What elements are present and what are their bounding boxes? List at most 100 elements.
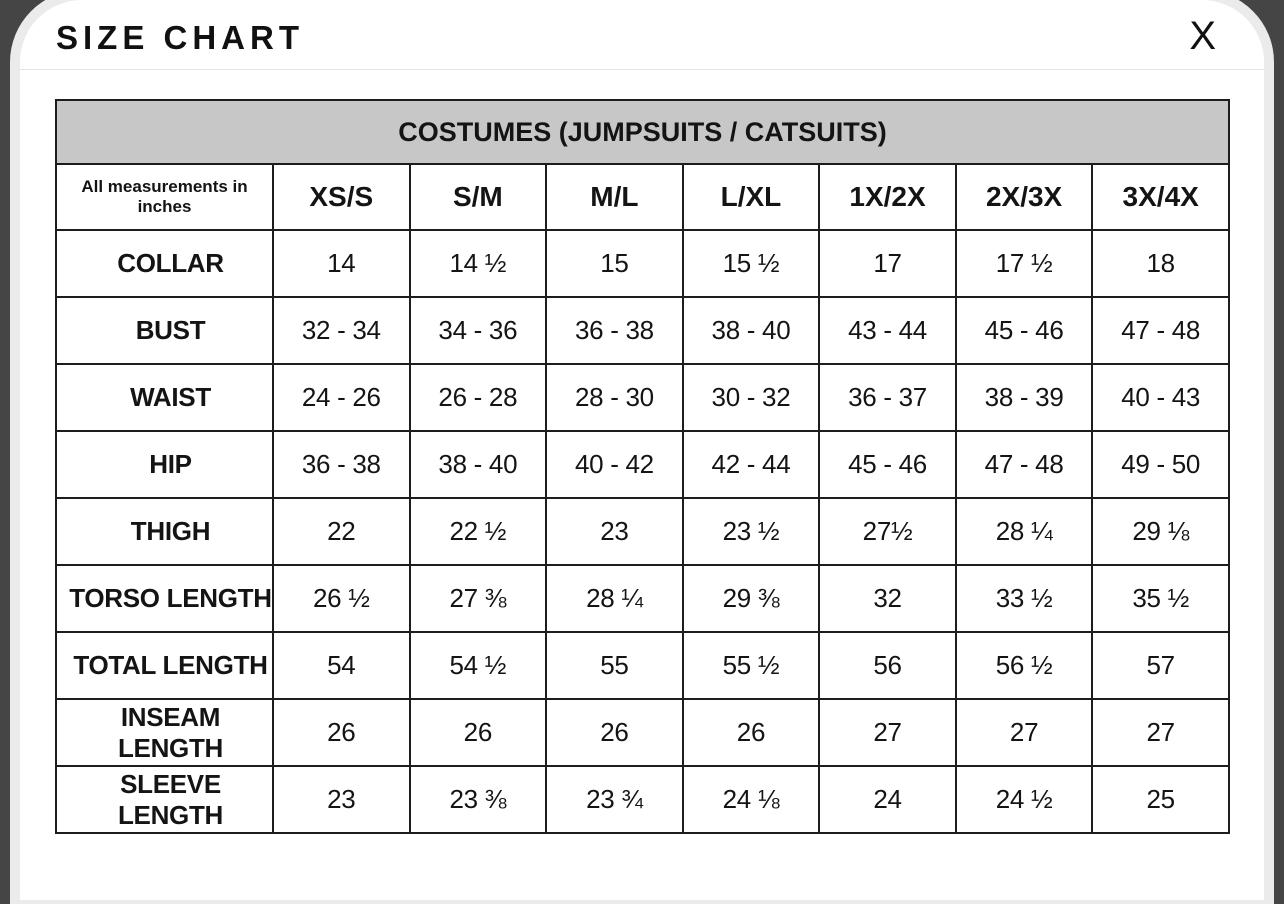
size-cell: 23 [545, 497, 684, 566]
size-chart-table: COSTUMES (JUMPSUITS / CATSUITS) All meas… [55, 99, 1230, 834]
size-cell: 28 - 30 [545, 363, 684, 432]
size-cell: 40 - 42 [545, 430, 684, 499]
size-header-row: All measurements in inches XS/S S/M M/L L/X… [55, 163, 1230, 231]
column-header-1x-2x: 1X/2X [818, 163, 957, 231]
measurements-note: All measurements in inches [55, 163, 274, 231]
size-cell: 55 [545, 631, 684, 700]
size-cell: 15 [545, 229, 684, 298]
size-cell: 47 - 48 [1091, 296, 1230, 365]
row-label-bust: BUST [55, 296, 274, 365]
size-cell: 38 - 40 [408, 430, 548, 499]
size-cell: 47 - 48 [954, 430, 1094, 499]
table-row: THIGH 22 22 ½ 23 23 ½ 27½ 28 ¼ 29 ⅛ [55, 497, 1230, 566]
size-cell: 28 ¼ [954, 497, 1094, 566]
size-cell: 27 [954, 698, 1094, 767]
size-cell: 23 ⅜ [408, 765, 548, 834]
size-cell: 27 [818, 698, 957, 767]
size-cell: 26 ½ [272, 564, 411, 633]
column-header-2x-3x: 2X/3X [954, 163, 1094, 231]
size-cell: 15 ½ [681, 229, 821, 298]
table-row: TORSO LENGTH 26 ½ 27 ⅜ 28 ¼ 29 ⅜ 32 33 ½ 35 ½ [55, 564, 1230, 633]
column-header-m-l: M/L [545, 163, 684, 231]
size-cell: 23 [272, 765, 411, 834]
table-row: BUST 32 - 34 34 - 36 36 - 38 38 - 40 43 - 44 4… [55, 296, 1230, 365]
size-chart-modal: SIZE CHART X COSTUMES (JUMPSUITS / CATSU… [20, 0, 1264, 900]
size-cell: 24 ½ [954, 765, 1094, 834]
close-icon: X [1189, 13, 1216, 58]
size-cell: 32 [818, 564, 957, 633]
size-cell: 26 [681, 698, 821, 767]
size-cell: 24 ⅛ [681, 765, 821, 834]
row-label-hip: HIP [55, 430, 274, 499]
size-cell: 55 ½ [681, 631, 821, 700]
table-body: COLLAR 14 14 ½ 15 15 ½ 17 17 ½ 18 BUST 32 - 34 34 … [55, 229, 1230, 834]
modal-header: SIZE CHART X [20, 0, 1264, 70]
page-title: SIZE CHART [56, 18, 304, 56]
size-cell: 34 - 36 [408, 296, 548, 365]
table-row: TOTAL LENGTH 54 54 ½ 55 55 ½ 56 56 ½ 57 [55, 631, 1230, 700]
table-row: WAIST 24 - 26 26 - 28 28 - 30 30 - 32 36 - 37… [55, 363, 1230, 432]
size-cell: 30 - 32 [681, 363, 821, 432]
size-cell: 56 ½ [954, 631, 1094, 700]
column-header-s-m: S/M [408, 163, 548, 231]
size-cell: 24 [818, 765, 957, 834]
size-cell: 36 - 38 [545, 296, 684, 365]
size-cell: 14 [272, 229, 411, 298]
table-row: INSEAM LENGTH 26 26 26 26 27 27 27 [55, 698, 1230, 767]
row-label-collar: COLLAR [55, 229, 274, 298]
size-cell: 29 ⅛ [1091, 497, 1230, 566]
size-cell: 43 - 44 [818, 296, 957, 365]
size-cell: 14 ½ [408, 229, 548, 298]
size-cell: 26 [545, 698, 684, 767]
row-label-waist: WAIST [55, 363, 274, 432]
banner-row: COSTUMES (JUMPSUITS / CATSUITS) [55, 99, 1230, 165]
size-cell: 32 - 34 [272, 296, 411, 365]
row-label-total-length: TOTAL LENGTH [55, 631, 274, 700]
size-cell: 27½ [818, 497, 957, 566]
size-cell: 24 - 26 [272, 363, 411, 432]
size-cell: 18 [1091, 229, 1230, 298]
table-row: HIP 36 - 38 38 - 40 40 - 42 42 - 44 45 - 46 47… [55, 430, 1230, 499]
size-cell: 17 ½ [954, 229, 1094, 298]
table-container: COSTUMES (JUMPSUITS / CATSUITS) All meas… [20, 70, 1264, 834]
size-cell: 36 - 37 [818, 363, 957, 432]
size-cell: 54 ½ [408, 631, 548, 700]
size-cell: 45 - 46 [954, 296, 1094, 365]
size-cell: 27 ⅜ [408, 564, 548, 633]
size-cell: 26 - 28 [408, 363, 548, 432]
table-row: COLLAR 14 14 ½ 15 15 ½ 17 17 ½ 18 [55, 229, 1230, 298]
row-label-sleeve-length: SLEEVE LENGTH [55, 765, 274, 834]
size-cell: 38 - 39 [954, 363, 1094, 432]
size-cell: 27 [1091, 698, 1230, 767]
size-cell: 23 ¾ [545, 765, 684, 834]
size-cell: 22 ½ [408, 497, 548, 566]
size-cell: 49 - 50 [1091, 430, 1230, 499]
size-cell: 40 - 43 [1091, 363, 1230, 432]
table-banner: COSTUMES (JUMPSUITS / CATSUITS) [55, 99, 1230, 165]
row-label-inseam-length: INSEAM LENGTH [55, 698, 274, 767]
table-row: SLEEVE LENGTH 23 23 ⅜ 23 ¾ 24 ⅛ 24 24 ½ 25 [55, 765, 1230, 834]
row-label-torso-length: TORSO LENGTH [55, 564, 274, 633]
size-cell: 38 - 40 [681, 296, 821, 365]
size-cell: 29 ⅜ [681, 564, 821, 633]
size-cell: 22 [272, 497, 411, 566]
size-cell: 33 ½ [954, 564, 1094, 633]
row-label-thigh: THIGH [55, 497, 274, 566]
size-cell: 45 - 46 [818, 430, 957, 499]
size-cell: 35 ½ [1091, 564, 1230, 633]
size-cell: 57 [1091, 631, 1230, 700]
size-cell: 54 [272, 631, 411, 700]
size-cell: 28 ¼ [545, 564, 684, 633]
size-cell: 17 [818, 229, 957, 298]
size-cell: 56 [818, 631, 957, 700]
size-cell: 25 [1091, 765, 1230, 834]
column-header-xs-s: XS/S [272, 163, 411, 231]
size-cell: 26 [408, 698, 548, 767]
column-header-3x-4x: 3X/4X [1091, 163, 1230, 231]
close-button[interactable]: X [1181, 16, 1224, 56]
size-cell: 36 - 38 [272, 430, 411, 499]
size-cell: 42 - 44 [681, 430, 821, 499]
column-header-l-xl: L/XL [681, 163, 821, 231]
size-cell: 23 ½ [681, 497, 821, 566]
size-cell: 26 [272, 698, 411, 767]
